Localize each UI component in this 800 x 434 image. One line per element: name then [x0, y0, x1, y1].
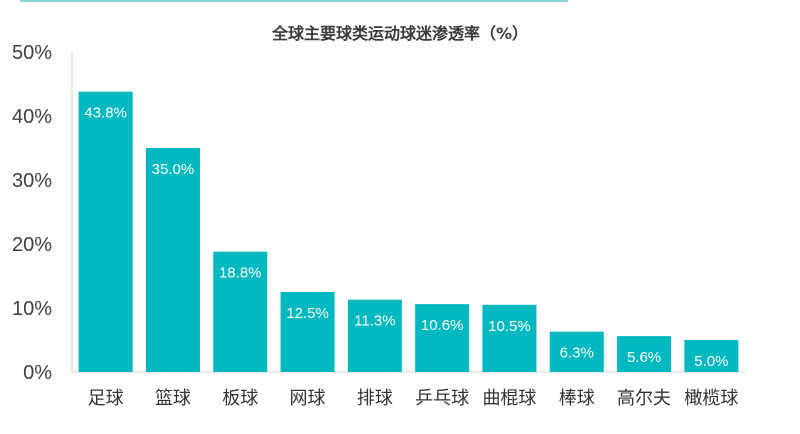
x-tick-label: 排球: [357, 388, 393, 409]
top-rule: [20, 0, 568, 2]
data-label: 35.0%: [152, 161, 195, 178]
x-tick-label: 高尔夫: [617, 388, 671, 409]
y-tick-label: 30%: [12, 170, 52, 192]
bar: [617, 336, 672, 372]
data-label: 10.5%: [488, 318, 531, 335]
bar: [280, 292, 335, 372]
bar: [78, 91, 133, 373]
x-tick-label: 篮球: [155, 388, 191, 409]
x-tick-label: 乒乓球: [415, 388, 469, 409]
data-label: 10.6%: [421, 317, 464, 334]
x-tick-label: 橄榄球: [684, 388, 738, 409]
y-tick-label: 10%: [12, 298, 52, 320]
bar: [213, 251, 268, 372]
bar: [415, 304, 470, 372]
x-tick-label: 网球: [290, 388, 326, 409]
data-label: 18.8%: [219, 265, 262, 282]
x-tick-label: 足球: [88, 388, 124, 409]
x-tick-label: 曲棍球: [482, 388, 536, 409]
x-tick-label: 棒球: [559, 388, 595, 409]
y-tick-label: 0%: [23, 362, 52, 384]
data-label: 6.3%: [560, 345, 594, 362]
y-tick-label: 20%: [12, 234, 52, 256]
data-label: 5.0%: [694, 353, 728, 370]
x-tick-label: 板球: [222, 388, 258, 409]
y-tick-label: 40%: [12, 106, 52, 128]
bar: [684, 340, 739, 372]
bar: [549, 331, 604, 372]
bar: [482, 304, 537, 372]
data-label: 5.6%: [627, 349, 661, 366]
bar: [347, 299, 402, 372]
bar: [145, 148, 200, 372]
data-label: 11.3%: [354, 313, 395, 330]
data-label: 43.8%: [84, 105, 127, 122]
data-label: 12.5%: [286, 305, 329, 322]
y-tick-label: 50%: [12, 42, 52, 64]
chart-title: 全球主要球类运动球迷渗透率（%）: [272, 24, 529, 43]
